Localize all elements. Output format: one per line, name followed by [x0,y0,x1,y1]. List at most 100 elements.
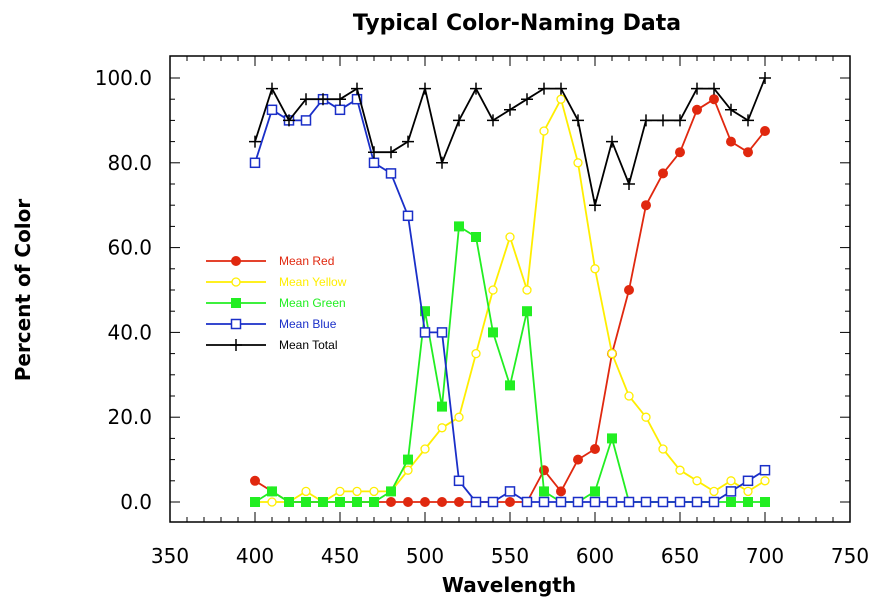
series-mean-total [249,72,771,212]
y-tick-label: 20.0 [107,405,152,429]
legend-item-mean-total: Mean Total [206,338,337,352]
data-point-mean-red [709,94,719,105]
data-point-mean-blue [742,475,754,487]
data-point-mean-blue [623,496,635,508]
data-point-mean-blue [657,496,669,508]
data-point-mean-red [454,497,464,507]
legend-label: Mean Green [279,296,346,310]
data-point-mean-green [386,486,396,497]
data-point-mean-yellow [760,476,770,486]
data-point-mean-total [657,114,669,127]
data-point-mean-red [641,200,651,211]
data-point-mean-blue [538,496,550,508]
data-point-mean-green [284,497,294,507]
x-tick-label: 350 [151,544,189,568]
data-point-mean-total [504,103,516,116]
data-point-mean-blue [436,327,448,338]
data-point-mean-yellow [556,94,566,104]
data-point-mean-red [590,444,600,454]
data-point-mean-yellow [403,465,413,475]
data-point-mean-blue [419,327,431,338]
data-point-mean-yellow [369,486,379,497]
data-point-mean-total [538,82,550,95]
data-point-mean-total [453,114,465,127]
data-point-mean-green [437,401,447,412]
legend-marker [231,277,241,287]
data-point-mean-red [403,497,413,507]
data-point-mean-total [436,156,448,169]
legend-label: Mean Total [279,338,337,352]
legend-item-mean-blue: Mean Blue [206,317,337,331]
data-point-mean-blue [385,168,397,179]
data-point-mean-total [419,82,431,95]
data-point-mean-blue [470,496,482,508]
data-point-mean-yellow [709,486,719,497]
data-point-mean-blue [300,115,312,126]
x-tick-label: 400 [236,544,274,568]
data-point-mean-total [521,93,533,106]
data-point-mean-total [589,199,601,212]
data-point-mean-yellow [522,285,532,295]
data-point-mean-red [692,104,702,115]
y-tick-label: 0.0 [120,490,152,514]
legend-label: Mean Blue [279,317,337,331]
data-point-mean-total [487,114,499,127]
data-point-mean-green [250,497,260,507]
data-point-mean-yellow [692,476,702,486]
data-point-mean-total [623,178,635,190]
data-point-mean-total [385,146,397,159]
series-layer [249,72,771,508]
data-point-mean-green [505,380,515,391]
data-point-mean-blue [725,486,737,497]
data-point-mean-yellow [301,486,311,497]
legend-item-mean-green: Mean Green [206,296,346,310]
data-point-mean-green [488,327,498,338]
data-point-mean-total [300,93,312,106]
data-point-mean-blue [555,496,567,508]
legend-label: Mean Yellow [279,275,347,289]
data-point-mean-yellow [539,126,549,136]
data-point-mean-yellow [573,158,583,168]
data-point-mean-red [658,168,668,179]
data-point-mean-total [402,135,414,148]
data-point-mean-green [607,433,617,444]
data-point-mean-blue [487,496,499,508]
data-point-mean-green [420,306,430,317]
y-tick-labels: 0.0 20.0 40.0 60.0 80.0 100.0 [95,66,152,514]
y-tick-label: 60.0 [107,236,152,260]
data-point-mean-total [470,82,482,95]
data-point-mean-red [250,475,260,486]
data-point-mean-green [743,497,753,507]
data-point-mean-red [505,497,515,507]
data-point-mean-red [573,454,583,465]
data-point-mean-red [743,147,753,158]
data-point-mean-blue [504,486,516,497]
data-point-mean-total [742,114,754,127]
data-point-mean-green [454,221,464,232]
data-point-mean-total [725,103,737,116]
data-point-mean-green [318,497,328,507]
data-point-mean-green [267,486,277,497]
data-point-mean-blue [708,496,720,508]
data-point-mean-green [471,232,481,242]
data-point-mean-green [369,497,379,507]
data-point-mean-yellow [675,465,685,475]
data-point-mean-green [335,497,345,507]
series-line-mean-total [254,77,766,207]
data-point-mean-red [624,285,634,295]
y-axis-label: Percent of Color [11,199,35,382]
data-point-mean-green [590,486,600,497]
data-point-mean-red [437,497,447,507]
data-point-mean-blue [589,496,601,508]
data-point-mean-yellow [607,348,617,359]
axis-ticks [169,56,851,522]
chart-title: Typical Color-Naming Data [353,11,681,36]
data-point-mean-blue [640,496,652,508]
data-point-mean-blue [266,104,278,116]
data-point-mean-green [539,486,549,497]
data-point-mean-yellow [267,497,277,507]
data-point-mean-total [691,82,703,95]
legend-item-mean-red: Mean Red [206,254,334,268]
x-tick-label: 450 [321,544,359,568]
data-point-mean-total [640,114,652,127]
